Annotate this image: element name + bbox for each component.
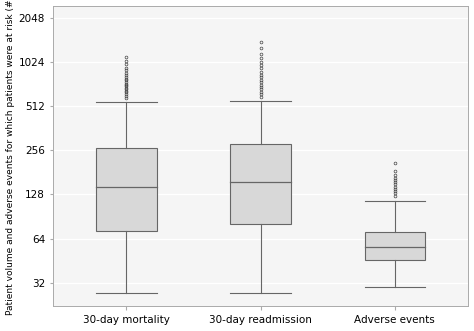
Bar — [230, 144, 291, 224]
Bar — [96, 148, 157, 231]
Y-axis label: Patient volume and adverse events for which patients were at risk (#): Patient volume and adverse events for wh… — [6, 0, 15, 315]
Bar — [365, 232, 425, 260]
